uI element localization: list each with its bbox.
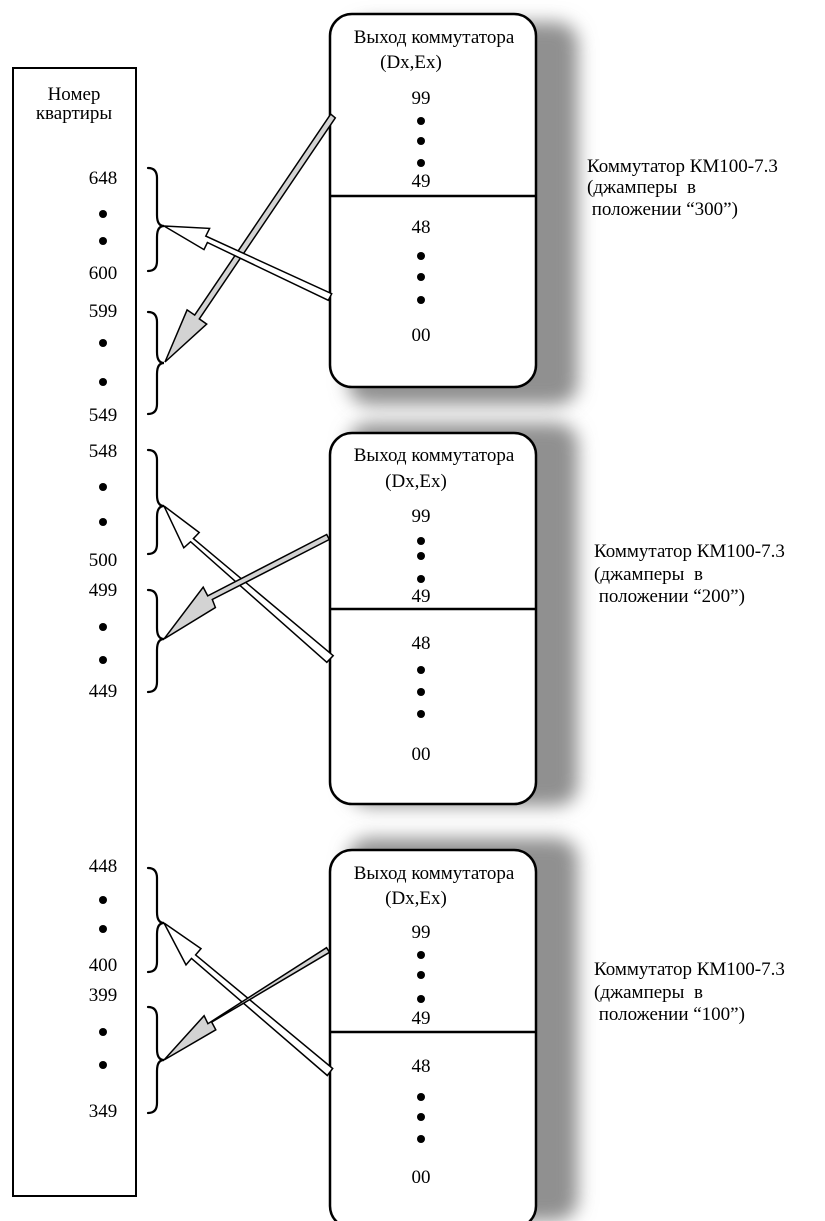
range-bracket: [146, 1005, 165, 1115]
apartment-column-title-line-1: Номер: [48, 84, 101, 105]
dot: [99, 210, 107, 218]
dot: [99, 925, 107, 933]
switch-block-200: Выход коммутатора (Dx,Ex) 99 49 48 00: [328, 423, 578, 806]
switch-output-top: 48: [412, 633, 431, 654]
dot: [99, 378, 107, 386]
switch-output-top: 48: [412, 1056, 431, 1077]
apartment-range-top: 399: [89, 985, 118, 1006]
dot: [99, 518, 107, 526]
apartment-range-bottom: 349: [89, 1101, 118, 1122]
dot: [417, 575, 425, 583]
grey-arrow: [163, 946, 331, 1061]
apartment-column: Номер квартиры 648 600 599 549 548 500 4…: [12, 67, 137, 1197]
dot: [417, 117, 425, 125]
dot: [99, 1028, 107, 1036]
switch-block-100: Выход коммутатора (Dx,Ex) 99 49 48 00: [328, 838, 578, 1221]
dot: [417, 552, 425, 560]
dot: [99, 1061, 107, 1069]
apartment-column-title-line-2: квартиры: [36, 103, 113, 124]
switch-output-bottom: 00: [412, 325, 431, 346]
switch-frame: [328, 848, 538, 1221]
white-arrow: [163, 225, 333, 302]
apartment-range-bottom: 600: [89, 263, 118, 284]
switch-caption-200: Коммутатор КМ100-7.3 (джамперы в положен…: [594, 541, 785, 607]
dot: [99, 896, 107, 904]
switch-header-line-2: (Dx,Ex): [385, 888, 447, 909]
switch-output-top: 99: [412, 922, 431, 943]
switch-output-bottom: 49: [412, 1008, 431, 1029]
switch-caption-line-3: положении “300”): [587, 199, 738, 220]
switch-output-bottom: 49: [412, 171, 431, 192]
range-bracket: [146, 448, 165, 556]
dot: [417, 159, 425, 167]
connection-arrows: [163, 112, 337, 1077]
switch-caption-line-1: Коммутатор КМ100-7.3: [594, 541, 785, 562]
switch-header-line-1: Выход коммутатора: [354, 27, 515, 48]
dot: [417, 296, 425, 304]
dot: [417, 252, 425, 260]
dot: [417, 710, 425, 718]
dot: [417, 1135, 425, 1143]
grey-arrow: [164, 112, 337, 363]
range-bracket: [146, 166, 165, 273]
dot: [417, 537, 425, 545]
switch-output-bottom: 00: [412, 744, 431, 765]
dot: [417, 1113, 425, 1121]
switch-caption-line-3: положении “200”): [594, 586, 745, 607]
dot: [417, 666, 425, 674]
switch-frame: [328, 431, 538, 806]
dot: [99, 339, 107, 347]
switch-output-bottom: 00: [412, 1167, 431, 1188]
range-bracket: [146, 588, 165, 694]
switch-header-line-2: (Dx,Ex): [385, 471, 447, 492]
switch-header-line-1: Выход коммутатора: [354, 863, 515, 884]
switch-caption-line-2: (джамперы в: [594, 982, 703, 1003]
switch-caption-line-2: (джамперы в: [594, 564, 703, 585]
dot: [99, 623, 107, 631]
switch-output-top: 99: [412, 506, 431, 527]
dot: [99, 237, 107, 245]
switch-caption-line-1: Коммутатор КМ100-7.3: [587, 156, 778, 177]
apartment-range-top: 448: [89, 856, 118, 877]
apartment-range-bottom: 449: [89, 681, 118, 702]
apartment-range-top: 599: [89, 301, 118, 322]
apartment-range-bottom: 400: [89, 955, 118, 976]
dot: [417, 273, 425, 281]
switch-caption-300: Коммутатор КМ100-7.3 (джамперы в положен…: [587, 156, 778, 220]
switch-header-line-1: Выход коммутатора: [354, 445, 515, 466]
switch-header-line-2: (Dx,Ex): [380, 52, 442, 73]
dot: [417, 137, 425, 145]
apartment-range-bottom: 500: [89, 550, 118, 571]
switch-output-top: 48: [412, 217, 431, 238]
switch-frame: [328, 12, 538, 389]
white-arrow: [163, 505, 335, 664]
dot: [417, 1093, 425, 1101]
apartment-range-top: 548: [89, 441, 118, 462]
range-bracket: [146, 310, 165, 416]
dot: [417, 995, 425, 1003]
grey-arrow: [163, 533, 331, 640]
range-brackets: [146, 166, 165, 1115]
switch-block-300: Выход коммутатора (Dx,Ex) 99 49 48 00: [328, 12, 578, 405]
range-bracket: [146, 866, 165, 974]
dot: [417, 951, 425, 959]
switch-caption-line-2: (джамперы в: [587, 177, 696, 198]
switch-caption-100: Коммутатор КМ100-7.3 (джамперы в положен…: [594, 959, 785, 1025]
switch-caption-line-3: положении “100”): [594, 1004, 745, 1025]
apartment-range-top: 648: [89, 168, 118, 189]
apartment-range-bottom: 549: [89, 405, 118, 426]
switch-output-bottom: 49: [412, 586, 431, 607]
switch-caption-line-1: Коммутатор КМ100-7.3: [594, 959, 785, 980]
apartment-range-top: 499: [89, 580, 118, 601]
dot: [417, 688, 425, 696]
dot: [417, 971, 425, 979]
switch-output-top: 99: [412, 88, 431, 109]
apartment-column-frame: [12, 67, 137, 1197]
dot: [99, 483, 107, 491]
dot: [99, 656, 107, 664]
